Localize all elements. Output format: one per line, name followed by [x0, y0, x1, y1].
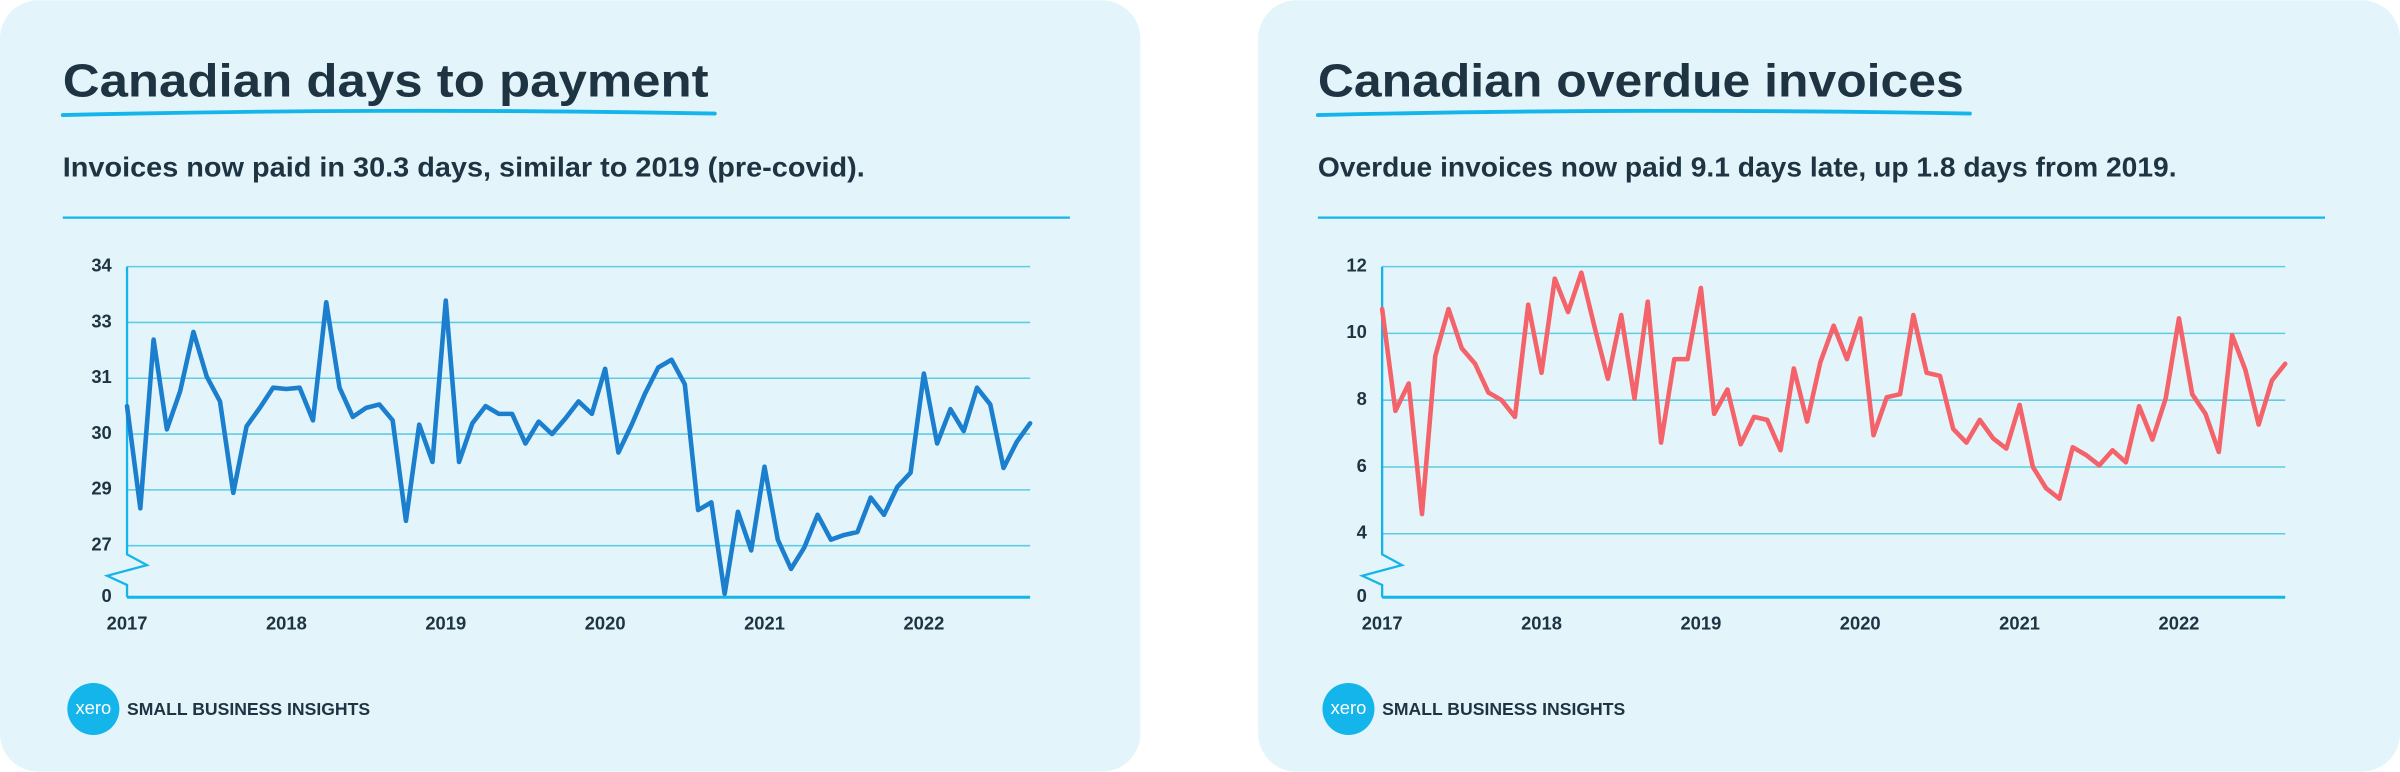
x-tick-label: 2017	[1362, 613, 1403, 634]
data-line	[124, 298, 1033, 597]
x-tick-label: 2021	[1999, 613, 2040, 634]
x-tick-label: 2019	[425, 613, 466, 634]
x-tick-label: 2019	[1680, 613, 1721, 634]
logo-text: xero	[76, 697, 112, 718]
y-tick-label: 30	[91, 422, 111, 443]
y-tick-label: 6	[1357, 455, 1367, 476]
y-tick-label: 10	[1346, 321, 1366, 342]
x-tick-label: 2021	[744, 613, 785, 634]
chart: Canadian overdue invoices Overdue invoice…	[1315, 55, 2325, 735]
y-tick-label: 8	[1357, 388, 1367, 409]
y-tick-label: 0	[1357, 585, 1367, 606]
chart-title: Canadian overdue invoices	[1318, 55, 1964, 107]
x-tick-label: 2022	[903, 613, 944, 634]
x-tick-label: 2020	[1840, 613, 1881, 634]
y-tick-label: 27	[91, 534, 111, 555]
y-tick-label: 12	[1346, 254, 1366, 275]
y-axis	[103, 266, 151, 598]
x-tick-label: 2018	[1521, 613, 1562, 634]
chart: Canadian days to payment Invoices now pai…	[60, 55, 1070, 735]
title-underline	[1315, 108, 1972, 117]
title-underline	[60, 108, 717, 117]
brand-label: SMALL BUSINESS INSIGHTS	[1382, 699, 1625, 719]
chart-subtitle: Invoices now paid in 30.3 days, similar …	[63, 151, 865, 182]
chart-subtitle: Overdue invoices now paid 9.1 days late,…	[1318, 151, 2177, 182]
y-axis	[1358, 266, 1406, 598]
x-tick-label: 2017	[107, 613, 148, 634]
card	[0, 0, 1141, 772]
y-tick-label: 34	[91, 254, 112, 275]
card	[1258, 0, 2400, 772]
chart-title: Canadian days to payment	[63, 55, 709, 107]
y-tick-label: 33	[91, 310, 111, 331]
logo-text: xero	[1331, 697, 1367, 718]
logo-badge	[1322, 682, 1375, 735]
y-tick-label: 0	[102, 585, 112, 606]
brand-label: SMALL BUSINESS INSIGHTS	[127, 699, 370, 719]
x-tick-label: 2018	[266, 613, 307, 634]
data-line	[1379, 270, 2288, 517]
y-tick-label: 4	[1357, 522, 1368, 543]
logo-badge	[67, 682, 120, 735]
x-tick-label: 2022	[2159, 613, 2200, 634]
x-tick-label: 2020	[585, 613, 626, 634]
y-tick-label: 29	[91, 478, 111, 499]
y-tick-label: 31	[91, 366, 111, 387]
